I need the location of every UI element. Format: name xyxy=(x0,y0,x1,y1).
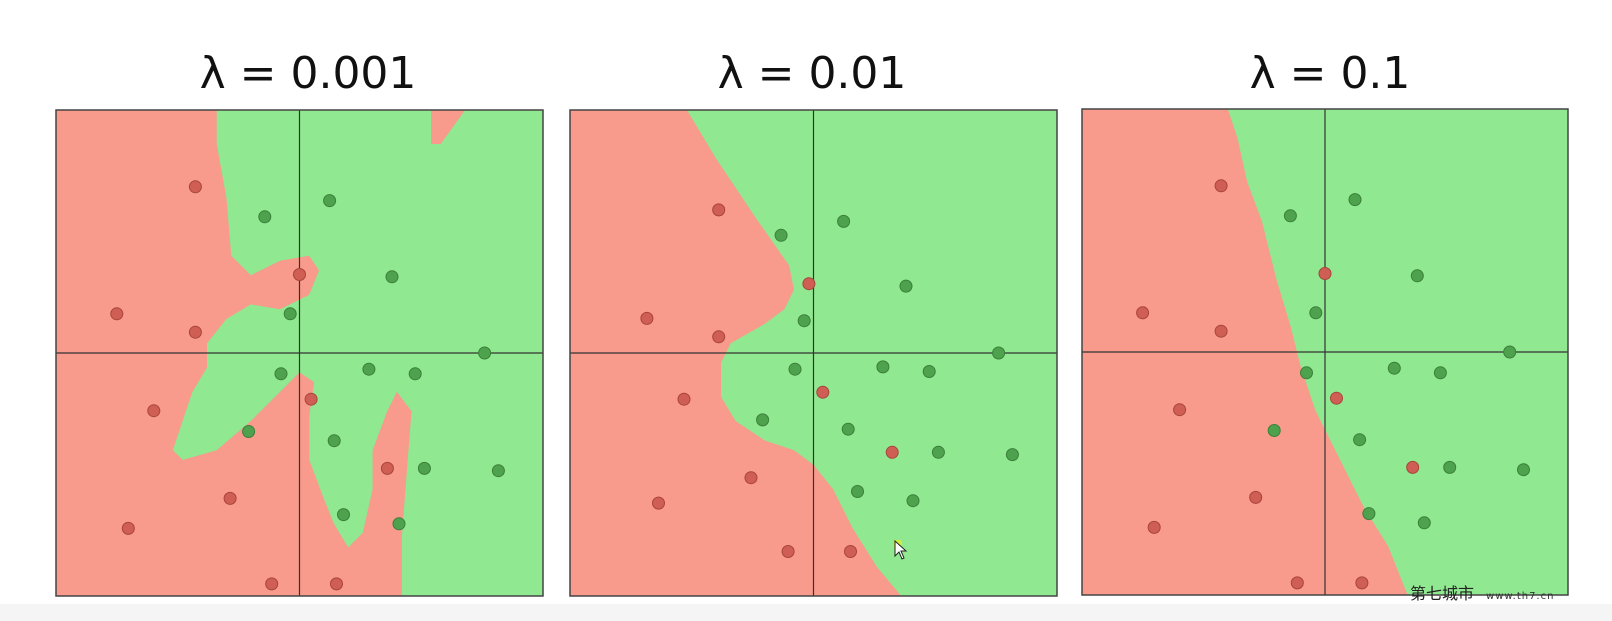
green-data-point xyxy=(1387,361,1401,375)
green-data-point xyxy=(478,346,492,360)
red-data-point xyxy=(802,277,816,291)
green-data-point xyxy=(1443,460,1457,474)
red-data-point xyxy=(652,496,665,510)
green-data-point xyxy=(417,461,431,475)
red-data-point xyxy=(744,471,758,485)
green-data-point xyxy=(837,214,851,228)
green-data-point xyxy=(327,434,341,448)
green-data-point xyxy=(1267,424,1281,437)
green-data-point xyxy=(491,464,505,478)
chart-panel-2: λ = 0.01 xyxy=(569,48,1058,597)
red-data-point xyxy=(844,545,857,558)
red-data-point xyxy=(147,404,161,418)
red-data-point xyxy=(677,392,691,406)
bottom-band xyxy=(0,604,1612,621)
red-region xyxy=(431,110,466,144)
chart-title: λ = 0.01 xyxy=(718,48,907,99)
green-data-point xyxy=(851,485,864,498)
red-data-point xyxy=(1214,324,1228,338)
green-data-point xyxy=(876,360,890,374)
green-data-point xyxy=(841,422,855,436)
green-data-point xyxy=(1517,463,1530,477)
green-data-point xyxy=(1410,269,1424,283)
red-data-point xyxy=(1290,576,1304,590)
green-data-point xyxy=(1503,345,1517,359)
red-data-point xyxy=(121,521,135,535)
red-data-point xyxy=(816,385,830,399)
green-data-point xyxy=(906,494,920,508)
panel-frame xyxy=(1081,108,1569,596)
panel-frame xyxy=(55,109,544,597)
chart-panel-1: λ = 0.001 xyxy=(55,48,544,597)
green-data-point xyxy=(392,517,406,531)
green-data-point xyxy=(899,279,913,293)
green-data-point xyxy=(323,194,337,208)
green-data-point xyxy=(797,314,811,328)
green-data-point xyxy=(756,413,770,427)
green-data-point xyxy=(408,367,422,381)
red-data-point xyxy=(380,461,394,475)
green-data-point xyxy=(788,362,802,376)
red-data-point xyxy=(781,545,795,558)
red-data-point xyxy=(293,268,306,281)
green-data-point xyxy=(1283,209,1297,223)
red-data-point xyxy=(1136,306,1150,320)
green-data-point xyxy=(1362,507,1376,521)
red-data-point xyxy=(712,330,726,344)
watermark: 第七城市 www.th7.cn xyxy=(1410,580,1554,604)
green-data-point xyxy=(258,210,272,224)
green-data-point xyxy=(283,307,297,321)
green-data-point xyxy=(274,367,288,381)
green-data-point xyxy=(992,346,1006,360)
red-data-point xyxy=(1173,403,1187,417)
red-data-point xyxy=(885,445,899,459)
green-data-point xyxy=(1309,306,1323,320)
red-data-point xyxy=(1355,576,1369,590)
chart-title: λ = 0.001 xyxy=(200,48,417,99)
green-data-point xyxy=(1348,193,1362,207)
mouse-pointer-icon xyxy=(894,540,908,560)
green-data-point xyxy=(1353,433,1367,447)
red-data-point xyxy=(223,491,237,505)
green-data-point xyxy=(922,365,936,378)
chart-title: λ = 0.1 xyxy=(1250,48,1411,99)
red-data-point xyxy=(330,577,343,591)
green-data-point xyxy=(242,425,256,438)
red-data-point xyxy=(1214,179,1228,193)
panel-frame xyxy=(569,109,1058,597)
green-data-point xyxy=(774,228,788,242)
red-data-point xyxy=(1249,490,1263,504)
green-data-point xyxy=(1005,448,1019,462)
green-data-point xyxy=(1300,366,1313,380)
green-data-point xyxy=(1417,516,1431,530)
red-region xyxy=(570,110,902,596)
green-data-point xyxy=(931,445,945,459)
red-data-point xyxy=(110,307,124,321)
red-data-point xyxy=(188,325,202,339)
red-region xyxy=(56,110,412,596)
red-data-point xyxy=(712,203,726,217)
chart-panel-3: λ = 0.1 xyxy=(1081,48,1569,596)
red-data-point xyxy=(1318,267,1332,280)
red-data-point xyxy=(640,311,654,325)
red-data-point xyxy=(1330,391,1343,405)
watermark-url: www.th7.cn xyxy=(1486,591,1555,602)
red-data-point xyxy=(1147,520,1161,534)
watermark-text: 第七城市 xyxy=(1410,584,1475,603)
red-data-point xyxy=(1406,460,1420,474)
red-data-point xyxy=(265,577,279,591)
green-data-point xyxy=(337,508,350,522)
red-data-point xyxy=(188,180,202,194)
red-data-point xyxy=(304,392,318,406)
green-data-point xyxy=(385,270,399,284)
green-data-point xyxy=(1433,366,1447,380)
green-data-point xyxy=(362,362,376,376)
